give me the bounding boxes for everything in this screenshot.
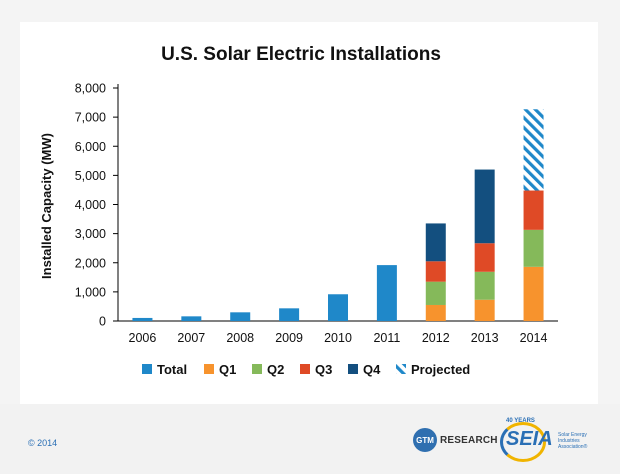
chart: U.S. Solar Electric Installations Instal… (39, 44, 558, 377)
bar-total-2007 (181, 316, 202, 321)
legend-label-total: Total (157, 362, 187, 377)
legend-swatch-total (142, 364, 152, 374)
legend-swatch-q2 (252, 364, 262, 374)
x-tick-label: 2012 (422, 331, 450, 345)
y-tick-label: 8,000 (75, 82, 106, 96)
legend-label-q2: Q2 (267, 362, 284, 377)
bar-total-2009 (279, 308, 300, 321)
x-tick-label: 2006 (129, 331, 157, 345)
seia-label: SEIA (506, 428, 553, 450)
seia-subtitle-line: Association® (558, 444, 588, 450)
y-tick-label: 3,000 (75, 227, 106, 241)
gtm-research-logo: GTM RESEARCH (413, 426, 498, 454)
y-tick-label: 1,000 (75, 285, 106, 299)
legend-swatch-q3 (300, 364, 310, 374)
y-tick-label: 4,000 (75, 198, 106, 212)
bar-q4-2013 (474, 169, 495, 244)
seia-years: 40 YEARS (506, 418, 535, 424)
y-axis-label: Installed Capacity (MW) (39, 133, 54, 279)
legend-label-q3: Q3 (315, 362, 332, 377)
x-tick-label: 2009 (275, 331, 303, 345)
bar-q2-2014 (523, 229, 544, 267)
y-tick-label: 0 (99, 315, 106, 329)
bar-q2-2012 (425, 281, 446, 305)
y-tick-label: 2,000 (75, 256, 106, 270)
legend-swatch-projected (396, 364, 406, 374)
bar-q4-2012 (425, 223, 446, 262)
bar-q1-2014 (523, 266, 544, 321)
seia-subtitle-line: Solar Energy (558, 432, 587, 438)
bar-q2-2013 (474, 271, 495, 300)
x-tick-label: 2007 (177, 331, 205, 345)
x-tick-label: 2010 (324, 331, 352, 345)
x-tick-label: 2011 (373, 331, 400, 345)
x-tick-label: 2013 (471, 331, 499, 345)
footer: © 2014 GTM RESEARCH 40 YEARS SEIA Solar … (0, 404, 620, 474)
seia-logo: 40 YEARS SEIA Solar Energy Industries As… (500, 418, 596, 462)
bar-projected-2014 (523, 109, 544, 191)
x-tick-label: 2014 (520, 331, 548, 345)
legend: Total Q1 Q2 Q3 Q4 Projected (142, 362, 470, 377)
y-tick-label: 5,000 (75, 169, 106, 183)
bar-total-2006 (132, 317, 153, 321)
legend-label-projected: Projected (411, 362, 470, 377)
legend-label-q4: Q4 (363, 362, 381, 377)
bar-total-2011 (376, 265, 397, 321)
seia-subtitle-line: Industries (558, 438, 580, 444)
seia-ring-icon (500, 422, 546, 462)
seia-subtitle: Solar Energy Industries Association® (558, 432, 596, 450)
copyright-text: © 2014 (28, 438, 58, 448)
bar-q3-2013 (474, 243, 495, 272)
bar-q3-2012 (425, 261, 446, 282)
bar-total-2008 (230, 312, 251, 321)
legend-swatch-q4 (348, 364, 358, 374)
y-tick-label: 6,000 (75, 140, 106, 154)
chart-panel: U.S. Solar Electric Installations Instal… (20, 22, 598, 404)
x-tick-label: 2008 (226, 331, 254, 345)
bar-total-2010 (328, 294, 348, 321)
gtm-label: RESEARCH (440, 434, 498, 446)
bar-q1-2012 (425, 304, 446, 321)
legend-swatch-q1 (204, 364, 214, 374)
bar-q1-2013 (474, 299, 495, 321)
y-tick-label: 7,000 (75, 111, 106, 125)
gtm-mark: GTM (413, 428, 437, 452)
chart-title: U.S. Solar Electric Installations (161, 44, 441, 65)
legend-label-q1: Q1 (219, 362, 236, 377)
bar-q3-2014 (523, 190, 544, 230)
